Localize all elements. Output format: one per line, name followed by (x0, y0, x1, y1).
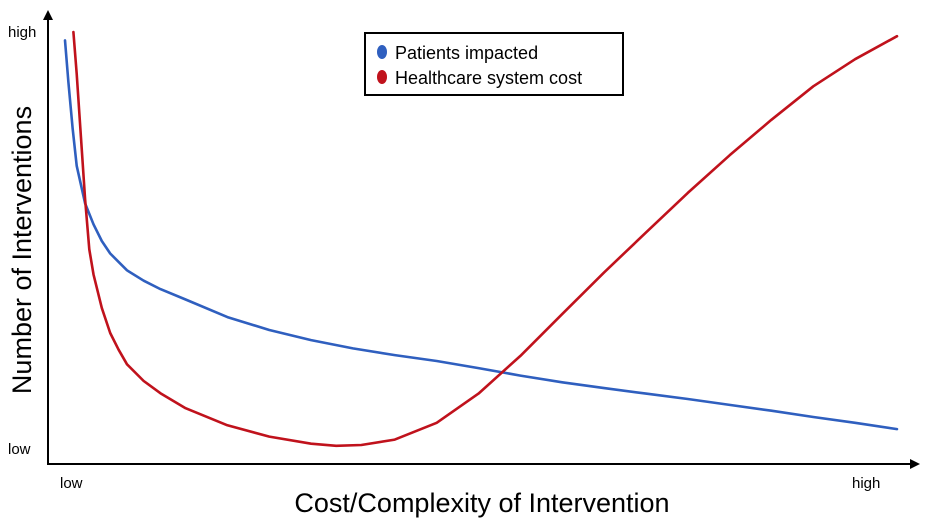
legend-box (364, 32, 624, 96)
legend-label-healthcare-system-cost: Healthcare system cost (395, 68, 582, 88)
series-line-healthcare-system-cost (72, 30, 899, 448)
legend-label-patients-impacted: Patients impacted (395, 43, 538, 63)
x-tick-label-low: low (60, 475, 83, 492)
x-tick-label-high: high (852, 475, 880, 492)
x-axis-title: Cost/Complexity of Intervention (294, 488, 669, 518)
legend: Patients impacted Healthcare system cost (364, 32, 624, 96)
y-axis-title: Number of Interventions (7, 106, 37, 394)
legend-marker-healthcare-system-cost (377, 70, 387, 84)
y-tick-label-low: low (8, 441, 31, 458)
legend-marker-patients-impacted (377, 45, 387, 59)
series-line-patients-impacted (63, 39, 899, 431)
y-tick-label-high: high (8, 24, 36, 41)
